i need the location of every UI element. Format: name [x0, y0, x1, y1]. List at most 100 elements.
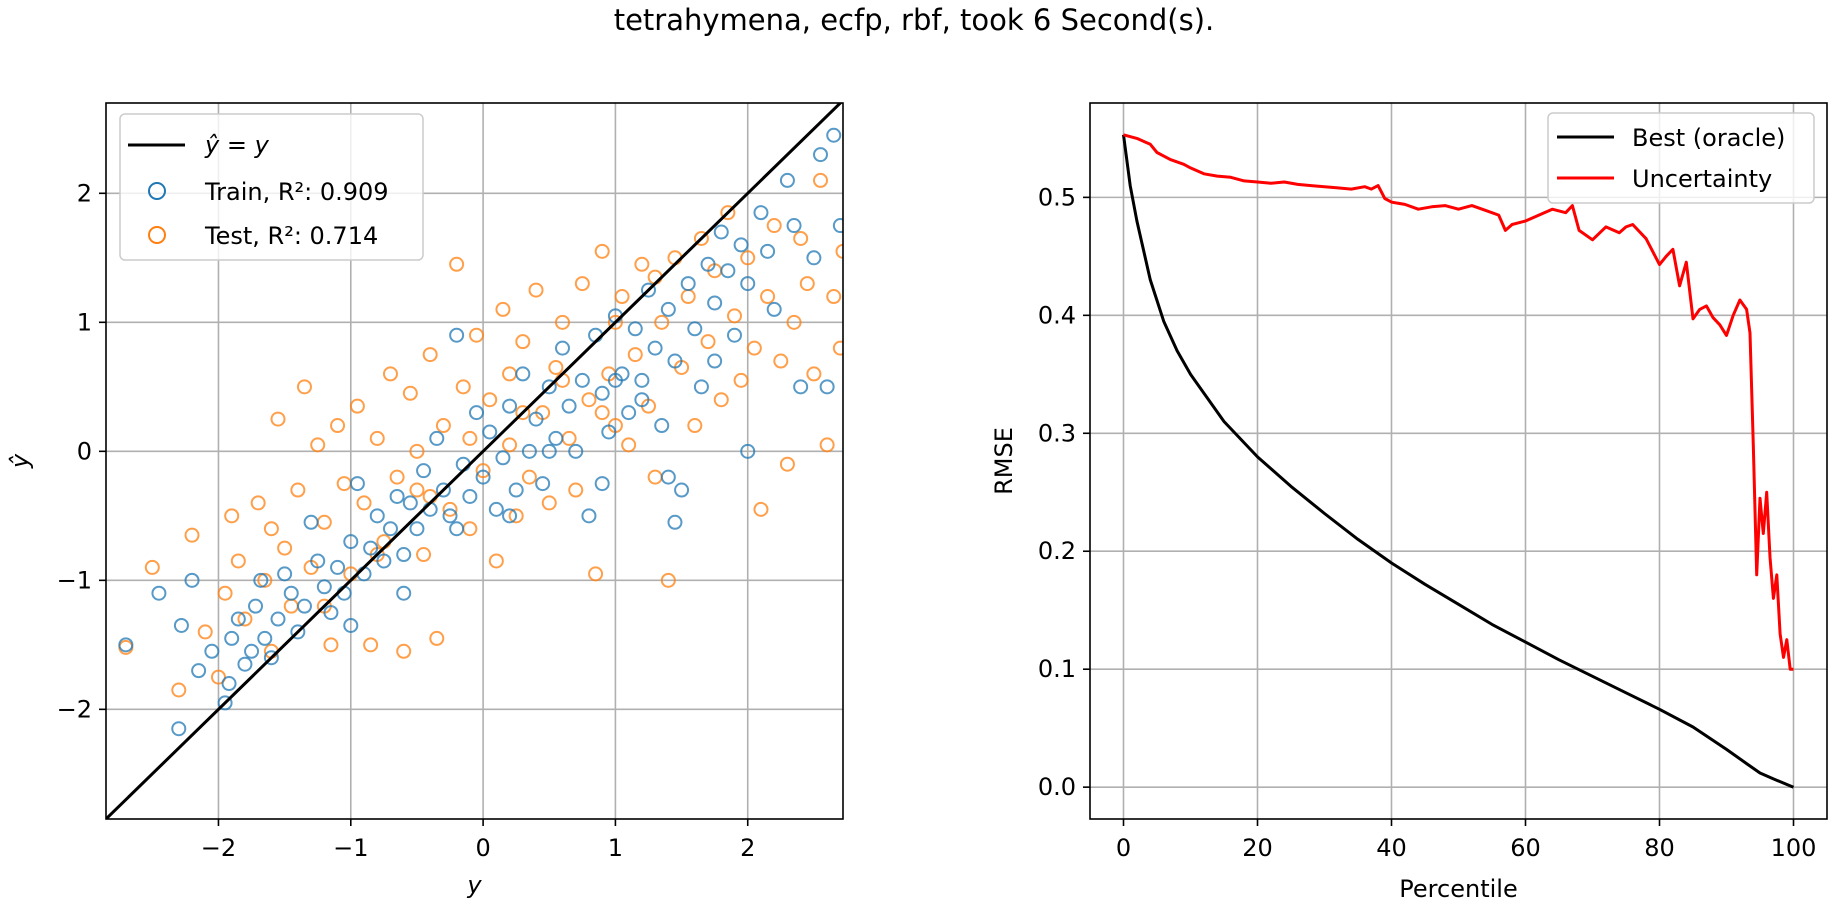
scatter-y-axis: −2 −1 0 1 2 [57, 179, 106, 723]
scatter-x-tick-label: −2 [201, 834, 236, 862]
test-point [296, 379, 312, 395]
oracle-line [1122, 134, 1795, 789]
train-point [621, 405, 637, 421]
scatter-y-label: ŷ [6, 453, 34, 469]
legend-train-label: Train, R²: 0.909 [204, 178, 389, 206]
train-point [819, 379, 835, 395]
train-point [660, 301, 676, 317]
train-point [634, 392, 650, 408]
scatter-y-tick-label: 2 [77, 179, 92, 207]
test-point [184, 527, 200, 543]
rmse-panel: 0 20 40 60 80 100 0.0 0.1 0.2 0.3 0.4 0.5 Percenti… [990, 102, 1828, 903]
test-point [614, 289, 630, 305]
test-point [700, 334, 716, 350]
train-point [660, 469, 676, 485]
train-point [574, 372, 590, 388]
test-point [779, 456, 795, 472]
test-point [224, 508, 240, 524]
test-point [488, 553, 504, 569]
test-point [813, 172, 829, 188]
train-point [554, 340, 570, 356]
train-point [316, 579, 332, 595]
test-point [806, 366, 822, 382]
train-point [118, 637, 134, 653]
train-point [733, 237, 749, 253]
test-point [753, 501, 769, 517]
test-point [369, 430, 385, 446]
train-point [475, 469, 491, 485]
rmse-x-tick-label: 80 [1644, 834, 1675, 862]
train-point [277, 566, 293, 582]
train-point [594, 476, 610, 492]
test-point [217, 585, 233, 601]
test-point [250, 495, 266, 511]
test-point [237, 611, 253, 627]
train-point [449, 521, 465, 537]
scatter-x-tick-label: 0 [475, 834, 490, 862]
train-point [290, 624, 306, 640]
train-point [263, 650, 279, 666]
train-point [654, 418, 670, 434]
rmse-axes-frame [1089, 102, 1828, 820]
scatter-y-tick-label: −2 [57, 695, 92, 723]
train-point [270, 611, 286, 627]
test-point [310, 437, 326, 453]
train-point [707, 295, 723, 311]
test-point [554, 314, 570, 330]
test-point [713, 392, 729, 408]
train-point [502, 398, 518, 414]
test-point [773, 353, 789, 369]
test-point [475, 463, 491, 479]
test-point [581, 392, 597, 408]
train-point [349, 476, 365, 492]
train-point [594, 385, 610, 401]
rmse-x-tick-label: 40 [1376, 834, 1407, 862]
identity-line [106, 103, 843, 819]
train-point [323, 605, 339, 621]
train-point [396, 585, 412, 601]
train-point [244, 643, 260, 659]
test-point [290, 482, 306, 498]
rmse-y-tick-label: 0.1 [1038, 655, 1076, 683]
test-point [435, 418, 451, 434]
train-point [283, 585, 299, 601]
train-point [151, 585, 167, 601]
test-point [621, 437, 637, 453]
scatter-x-tick-label: −1 [333, 834, 368, 862]
train-point [257, 630, 273, 646]
train-point [253, 572, 269, 588]
train-point [409, 521, 425, 537]
test-point [515, 334, 531, 350]
scatter-x-axis: −2 −1 0 1 2 [201, 819, 755, 862]
test-point [720, 205, 736, 221]
train-point [237, 656, 253, 672]
rmse-y-tick-label: 0.2 [1038, 537, 1076, 565]
train-point [647, 340, 663, 356]
train-point [363, 540, 379, 556]
test-point [693, 230, 709, 246]
test-point [422, 347, 438, 363]
train-point [171, 721, 187, 737]
scatter-y-tick-label: 0 [77, 437, 92, 465]
legend-oracle-label: Best (oracle) [1632, 124, 1785, 152]
test-point [588, 566, 604, 582]
train-point [488, 501, 504, 517]
test-point [786, 314, 802, 330]
train-point [330, 559, 346, 575]
train-point [248, 598, 264, 614]
scatter-legend: ŷ = y Train, R²: 0.909 Test, R²: 0.714 [119, 113, 424, 261]
scatter-x-tick-label: 1 [608, 834, 623, 862]
scatter-axes-frame [105, 102, 844, 820]
test-point [349, 398, 365, 414]
rmse-y-tick-label: 0.0 [1038, 773, 1076, 801]
test-point [502, 437, 518, 453]
train-point [310, 553, 326, 569]
train-point [601, 424, 617, 440]
train-point [541, 443, 557, 459]
test-point [210, 669, 226, 685]
test-point [634, 256, 650, 272]
train-point [667, 514, 683, 530]
test-point [382, 366, 398, 382]
test-point [819, 437, 835, 453]
train-point [832, 218, 843, 234]
